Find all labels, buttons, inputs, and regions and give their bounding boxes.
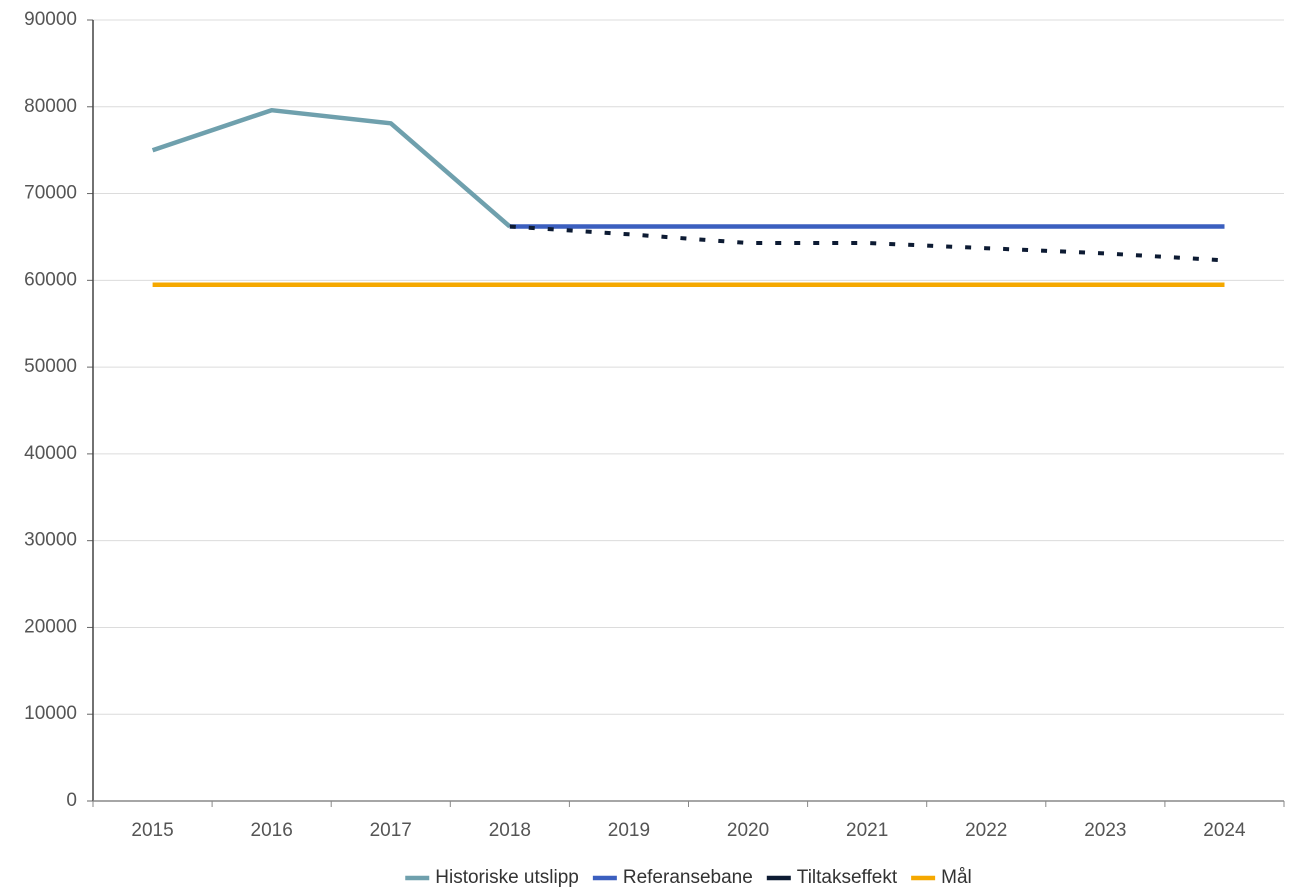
y-tick-label: 50000 <box>24 356 77 377</box>
x-tick-label: 2021 <box>846 820 888 841</box>
x-tick-label: 2017 <box>370 820 412 841</box>
legend-label: Mål <box>941 867 972 888</box>
series-line <box>509 224 1225 263</box>
y-tick-label: 10000 <box>24 703 77 724</box>
x-tick-label: 2020 <box>727 820 769 841</box>
x-tick-label: 2016 <box>251 820 293 841</box>
x-tick-label: 2018 <box>489 820 531 841</box>
x-tick-label: 2022 <box>965 820 1007 841</box>
y-tick-label: 80000 <box>24 96 77 117</box>
y-tick-label: 30000 <box>24 530 77 551</box>
x-tick-label: 2023 <box>1084 820 1126 841</box>
legend-label: Referansebane <box>623 867 753 888</box>
y-tick-label: 70000 <box>24 183 77 204</box>
y-tick-label: 40000 <box>24 443 77 464</box>
y-tick-label: 0 <box>66 790 77 811</box>
y-tick-label: 90000 <box>24 9 77 30</box>
legend-label: Historiske utslipp <box>435 867 579 888</box>
x-tick-label: 2024 <box>1203 820 1246 841</box>
x-tick-label: 2019 <box>608 820 650 841</box>
legend-label: Tiltakseffekt <box>797 867 898 888</box>
series-line <box>151 107 512 229</box>
x-tick-label: 2015 <box>131 820 173 841</box>
y-tick-label: 60000 <box>24 269 77 290</box>
legend: Historiske utslipp Referansebane Tiltaksef… <box>405 867 972 888</box>
y-tick-label: 20000 <box>24 616 77 637</box>
